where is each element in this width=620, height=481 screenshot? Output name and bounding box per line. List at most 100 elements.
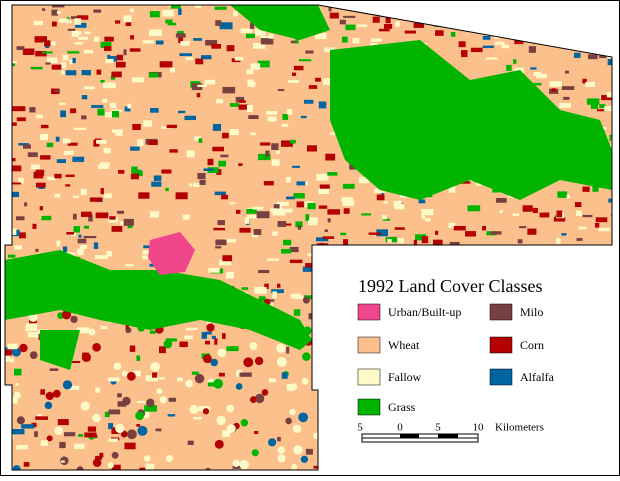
patch: [110, 56, 117, 62]
patch: [91, 105, 104, 108]
patch: [387, 239, 392, 243]
patch: [35, 182, 46, 188]
patch: [285, 417, 292, 425]
patch: [290, 40, 297, 44]
patch: [105, 58, 114, 64]
patch: [177, 377, 183, 382]
patch: [415, 234, 427, 241]
patch: [565, 70, 569, 74]
patch: [69, 59, 73, 65]
patch: [115, 131, 123, 136]
scale-bar-seg: [400, 434, 419, 438]
patch: [598, 227, 610, 232]
patch: [39, 206, 44, 211]
patch: [530, 67, 537, 70]
legend-label: Milo: [520, 305, 543, 319]
patch: [329, 12, 339, 19]
patch: [152, 372, 158, 378]
patch: [130, 146, 140, 151]
patch: [18, 143, 30, 146]
patch: [77, 238, 87, 244]
patch: [404, 30, 416, 34]
patch: [70, 16, 80, 20]
patch: [67, 360, 81, 363]
patch: [421, 236, 429, 244]
patch: [582, 214, 593, 218]
patch: [210, 358, 218, 367]
patch: [40, 124, 49, 129]
patch: [376, 229, 388, 237]
patch: [596, 109, 605, 112]
patch: [78, 36, 89, 40]
patch: [63, 150, 74, 155]
patch: [506, 64, 512, 71]
legend-swatch: [357, 368, 381, 386]
patch: [599, 104, 606, 109]
patch: [62, 380, 73, 390]
patch: [72, 57, 76, 64]
patch: [194, 136, 201, 141]
patch: [185, 57, 194, 61]
patch: [264, 283, 269, 289]
patch: [215, 246, 222, 249]
patch: [189, 404, 199, 414]
patch: [289, 259, 303, 264]
scale-unit: Kilometers: [495, 422, 544, 434]
patch: [373, 188, 386, 194]
patch: [325, 153, 336, 161]
patch: [136, 355, 141, 361]
patch: [145, 463, 155, 470]
patch: [142, 40, 154, 44]
patch: [578, 226, 587, 230]
patch: [205, 468, 211, 470]
patch: [108, 423, 114, 430]
patch: [179, 341, 188, 348]
patch: [58, 18, 69, 23]
scale-tick-label: 5: [435, 422, 441, 434]
patch: [458, 181, 471, 184]
patch: [125, 324, 129, 329]
patch: [184, 115, 197, 121]
patch: [345, 24, 356, 31]
patch: [73, 127, 87, 130]
patch: [327, 172, 338, 176]
patch: [47, 176, 57, 181]
patch: [155, 40, 164, 45]
patch: [96, 69, 102, 75]
patch: [533, 82, 542, 86]
patch: [221, 333, 226, 339]
patch: [494, 41, 505, 45]
patch: [302, 266, 313, 272]
patch: [178, 37, 184, 44]
patch: [111, 451, 119, 459]
patch: [482, 45, 494, 49]
patch: [213, 227, 226, 231]
patch: [202, 408, 210, 415]
patch: [33, 20, 43, 26]
patch: [35, 416, 48, 420]
patch: [305, 50, 314, 54]
legend-swatch: [357, 336, 381, 354]
patch: [187, 440, 194, 445]
patch: [260, 142, 271, 146]
patch: [191, 83, 203, 91]
patch: [137, 425, 148, 436]
patch: [277, 454, 286, 463]
patch: [305, 448, 313, 455]
patch: [433, 239, 443, 246]
patch: [235, 96, 245, 103]
patch: [35, 248, 39, 252]
patch: [272, 208, 286, 216]
patch: [65, 20, 73, 24]
patch: [276, 201, 289, 206]
patch: [67, 385, 80, 390]
patch: [175, 192, 188, 200]
patch: [300, 455, 309, 463]
patch: [15, 382, 19, 386]
patch: [80, 189, 87, 195]
patch: [246, 69, 254, 75]
patch: [46, 142, 54, 148]
patch: [22, 48, 35, 55]
patch: [207, 382, 219, 387]
patch: [73, 226, 81, 233]
